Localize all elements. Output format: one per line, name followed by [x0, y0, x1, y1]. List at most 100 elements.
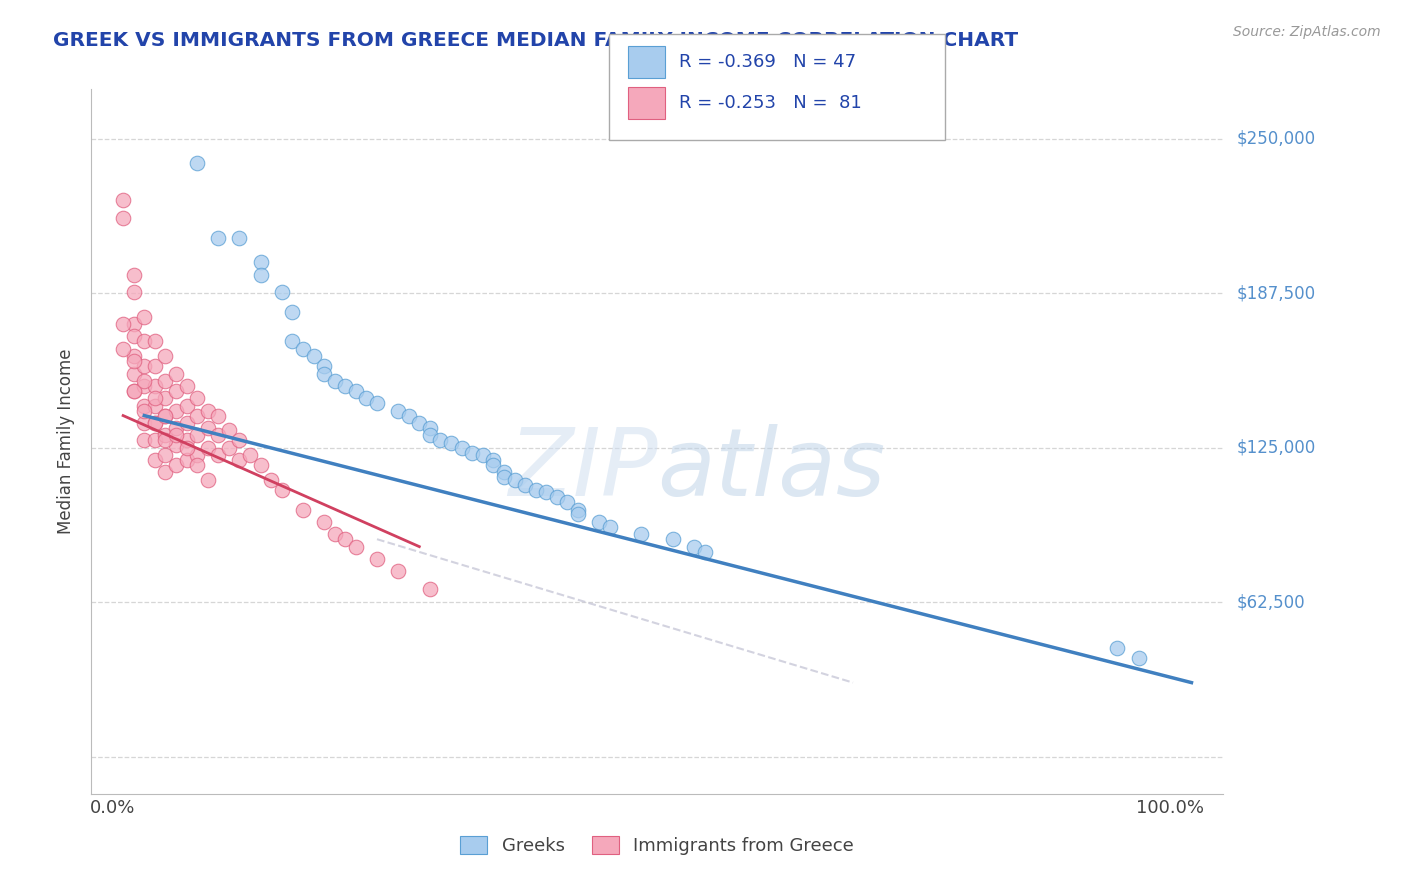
Point	[143, 416, 166, 430]
Point	[228, 453, 250, 467]
Point	[165, 367, 187, 381]
Point	[134, 310, 156, 324]
Point	[314, 367, 336, 381]
Point	[323, 374, 346, 388]
Point	[440, 435, 463, 450]
Point	[461, 445, 484, 459]
Point	[197, 441, 219, 455]
Point	[176, 441, 198, 455]
Point	[155, 448, 177, 462]
Point	[630, 527, 652, 541]
Point	[419, 421, 441, 435]
Text: $187,500: $187,500	[1237, 285, 1316, 302]
Point	[176, 416, 198, 430]
Point	[165, 428, 187, 442]
Point	[134, 403, 156, 417]
Point	[567, 502, 589, 516]
Point	[335, 379, 357, 393]
Point	[270, 483, 292, 497]
Point	[165, 384, 187, 398]
Point	[207, 448, 229, 462]
Point	[693, 544, 716, 558]
Point	[291, 342, 314, 356]
Point	[419, 582, 441, 596]
Point	[122, 268, 145, 282]
Point	[218, 424, 240, 438]
Text: R = -0.253   N =  81: R = -0.253 N = 81	[679, 95, 862, 112]
Point	[186, 391, 208, 405]
Point	[134, 359, 156, 373]
Point	[524, 483, 547, 497]
Point	[228, 230, 250, 244]
Point	[471, 448, 494, 462]
Point	[134, 334, 156, 349]
Y-axis label: Median Family Income: Median Family Income	[58, 349, 76, 534]
Point	[143, 399, 166, 413]
Point	[260, 473, 283, 487]
Point	[134, 374, 156, 388]
Point	[1107, 640, 1129, 655]
Point	[249, 268, 271, 282]
Point	[112, 211, 135, 225]
Point	[143, 391, 166, 405]
Point	[155, 409, 177, 423]
Point	[134, 399, 156, 413]
Text: $125,000: $125,000	[1237, 439, 1316, 457]
Point	[398, 409, 420, 423]
Point	[281, 334, 304, 349]
Point	[249, 255, 271, 269]
Point	[112, 342, 135, 356]
Point	[122, 349, 145, 363]
Point	[165, 421, 187, 435]
Point	[186, 156, 208, 170]
Point	[143, 359, 166, 373]
Point	[567, 508, 589, 522]
Point	[155, 466, 177, 480]
Text: atlas: atlas	[657, 425, 886, 516]
Point	[165, 458, 187, 472]
Point	[197, 473, 219, 487]
Point	[143, 453, 166, 467]
Point	[314, 515, 336, 529]
Point	[366, 552, 388, 566]
Point	[323, 527, 346, 541]
Point	[143, 334, 166, 349]
Point	[228, 434, 250, 448]
Point	[186, 458, 208, 472]
Text: Source: ZipAtlas.com: Source: ZipAtlas.com	[1233, 25, 1381, 39]
Point	[662, 532, 685, 546]
Point	[207, 230, 229, 244]
Point	[186, 448, 208, 462]
Text: $250,000: $250,000	[1237, 129, 1316, 148]
Point	[122, 384, 145, 398]
Point	[122, 317, 145, 331]
Point	[122, 354, 145, 368]
Point	[122, 329, 145, 343]
Point	[1128, 651, 1150, 665]
Point	[122, 384, 145, 398]
Point	[186, 409, 208, 423]
Point	[599, 520, 621, 534]
Point	[134, 434, 156, 448]
Point	[197, 421, 219, 435]
Point	[155, 374, 177, 388]
Point	[134, 379, 156, 393]
Point	[155, 428, 177, 442]
Point	[536, 485, 558, 500]
Point	[176, 453, 198, 467]
Point	[218, 441, 240, 455]
Point	[302, 349, 325, 363]
Point	[482, 453, 505, 467]
Point	[134, 416, 156, 430]
Point	[408, 416, 430, 430]
Point	[387, 565, 409, 579]
Point	[155, 409, 177, 423]
Point	[239, 448, 262, 462]
Point	[249, 458, 271, 472]
Point	[176, 399, 198, 413]
Point	[344, 540, 367, 554]
Point	[356, 391, 378, 405]
Point	[429, 434, 451, 448]
Text: GREEK VS IMMIGRANTS FROM GREECE MEDIAN FAMILY INCOME CORRELATION CHART: GREEK VS IMMIGRANTS FROM GREECE MEDIAN F…	[53, 31, 1018, 50]
Point	[122, 285, 145, 299]
